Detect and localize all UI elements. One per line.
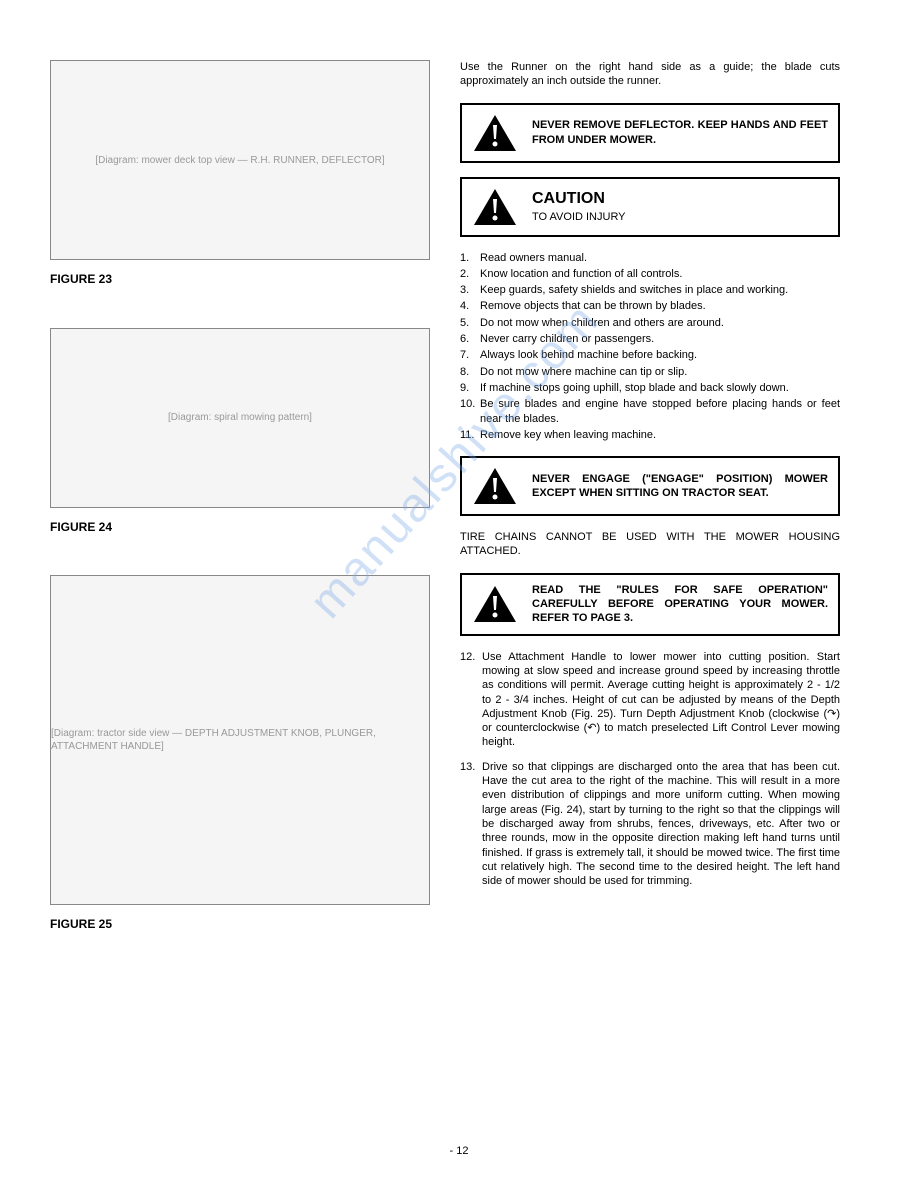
- list-item: 12.Use Attachment Handle to lower mower …: [460, 650, 840, 750]
- list-item-text: Do not mow when children and others are …: [480, 316, 724, 330]
- list-item: 8.Do not mow where machine can tip or sl…: [460, 365, 840, 379]
- figure-24-diagram: [Diagram: spiral mowing pattern]: [50, 328, 430, 508]
- figure-23-diagram: [Diagram: mower deck top view — R.H. RUN…: [50, 60, 430, 260]
- page-number: - 12: [450, 1144, 469, 1158]
- warning-deflector-text: NEVER REMOVE DEFLECTOR. KEEP HANDS AND F…: [532, 118, 828, 147]
- list-item: 13.Drive so that clippings are discharge…: [460, 760, 840, 889]
- list-item-number: 3.: [460, 283, 480, 297]
- figure-23-caption: FIGURE 23: [50, 272, 430, 288]
- list-item: 6.Never carry children or passengers.: [460, 332, 840, 346]
- caution-box: CAUTION TO AVOID INJURY: [460, 177, 840, 237]
- list-item-number: 1.: [460, 251, 480, 265]
- warning-box-rules: READ THE "RULES FOR SAFE OPERATION" CARE…: [460, 573, 840, 636]
- list-item: 5.Do not mow when children and others ar…: [460, 316, 840, 330]
- caution-list: 1.Read owners manual.2.Know location and…: [460, 251, 840, 443]
- warning-box-engage: NEVER ENGAGE ("ENGAGE" POSITION) MOWER E…: [460, 456, 840, 516]
- warning-triangle-icon: [472, 113, 518, 153]
- warning-triangle-icon: [472, 466, 518, 506]
- list-item-text: Remove key when leaving machine.: [480, 428, 656, 442]
- figure-24-caption: FIGURE 24: [50, 520, 430, 536]
- list-item: 9.If machine stops going uphill, stop bl…: [460, 381, 840, 395]
- list-item: 10.Be sure blades and engine have stoppe…: [460, 397, 840, 426]
- list-item-number: 11.: [460, 428, 480, 442]
- list-item-text: Drive so that clippings are discharged o…: [482, 760, 840, 889]
- list-item: 2.Know location and function of all cont…: [460, 267, 840, 281]
- list-item-text: Know location and function of all contro…: [480, 267, 682, 281]
- list-item: 7.Always look behind machine before back…: [460, 348, 840, 362]
- right-column: Use the Runner on the right hand side as…: [460, 60, 840, 933]
- caution-text-block: CAUTION TO AVOID INJURY: [532, 189, 626, 224]
- caution-sub: TO AVOID INJURY: [532, 211, 626, 223]
- list-item-number: 12.: [460, 650, 482, 750]
- list-item-text: Be sure blades and engine have stopped b…: [480, 397, 840, 426]
- list-item-number: 10.: [460, 397, 480, 426]
- caution-heading: CAUTION: [532, 189, 626, 210]
- list-item-number: 5.: [460, 316, 480, 330]
- list-item-text: Do not mow where machine can tip or slip…: [480, 365, 687, 379]
- list-item-number: 13.: [460, 760, 482, 889]
- warning-engage-text: NEVER ENGAGE ("ENGAGE" POSITION) MOWER E…: [532, 472, 828, 501]
- list-item-number: 9.: [460, 381, 480, 395]
- instruction-paragraphs: 12.Use Attachment Handle to lower mower …: [460, 650, 840, 889]
- tire-chains-note: TIRE CHAINS CANNOT BE USED WITH THE MOWE…: [460, 530, 840, 559]
- page-content: [Diagram: mower deck top view — R.H. RUN…: [50, 60, 868, 933]
- warning-triangle-icon: [472, 584, 518, 624]
- list-item-text: Use Attachment Handle to lower mower int…: [482, 650, 840, 750]
- list-item-number: 8.: [460, 365, 480, 379]
- list-item: 3.Keep guards, safety shields and switch…: [460, 283, 840, 297]
- figure-25-caption: FIGURE 25: [50, 917, 430, 933]
- intro-paragraph: Use the Runner on the right hand side as…: [460, 60, 840, 89]
- left-column: [Diagram: mower deck top view — R.H. RUN…: [50, 60, 430, 933]
- list-item: 4.Remove objects that can be thrown by b…: [460, 299, 840, 313]
- list-item-text: Never carry children or passengers.: [480, 332, 654, 346]
- list-item-text: Read owners manual.: [480, 251, 587, 265]
- warning-rules-text: READ THE "RULES FOR SAFE OPERATION" CARE…: [532, 583, 828, 626]
- list-item-number: 2.: [460, 267, 480, 281]
- warning-box-deflector: NEVER REMOVE DEFLECTOR. KEEP HANDS AND F…: [460, 103, 840, 163]
- figure-25-diagram: [Diagram: tractor side view — DEPTH ADJU…: [50, 575, 430, 905]
- list-item: 1.Read owners manual.: [460, 251, 840, 265]
- list-item: 11.Remove key when leaving machine.: [460, 428, 840, 442]
- warning-triangle-icon: [472, 187, 518, 227]
- list-item-number: 4.: [460, 299, 480, 313]
- list-item-text: Remove objects that can be thrown by bla…: [480, 299, 706, 313]
- list-item-text: If machine stops going uphill, stop blad…: [480, 381, 789, 395]
- list-item-text: Keep guards, safety shields and switches…: [480, 283, 788, 297]
- list-item-text: Always look behind machine before backin…: [480, 348, 697, 362]
- list-item-number: 7.: [460, 348, 480, 362]
- list-item-number: 6.: [460, 332, 480, 346]
